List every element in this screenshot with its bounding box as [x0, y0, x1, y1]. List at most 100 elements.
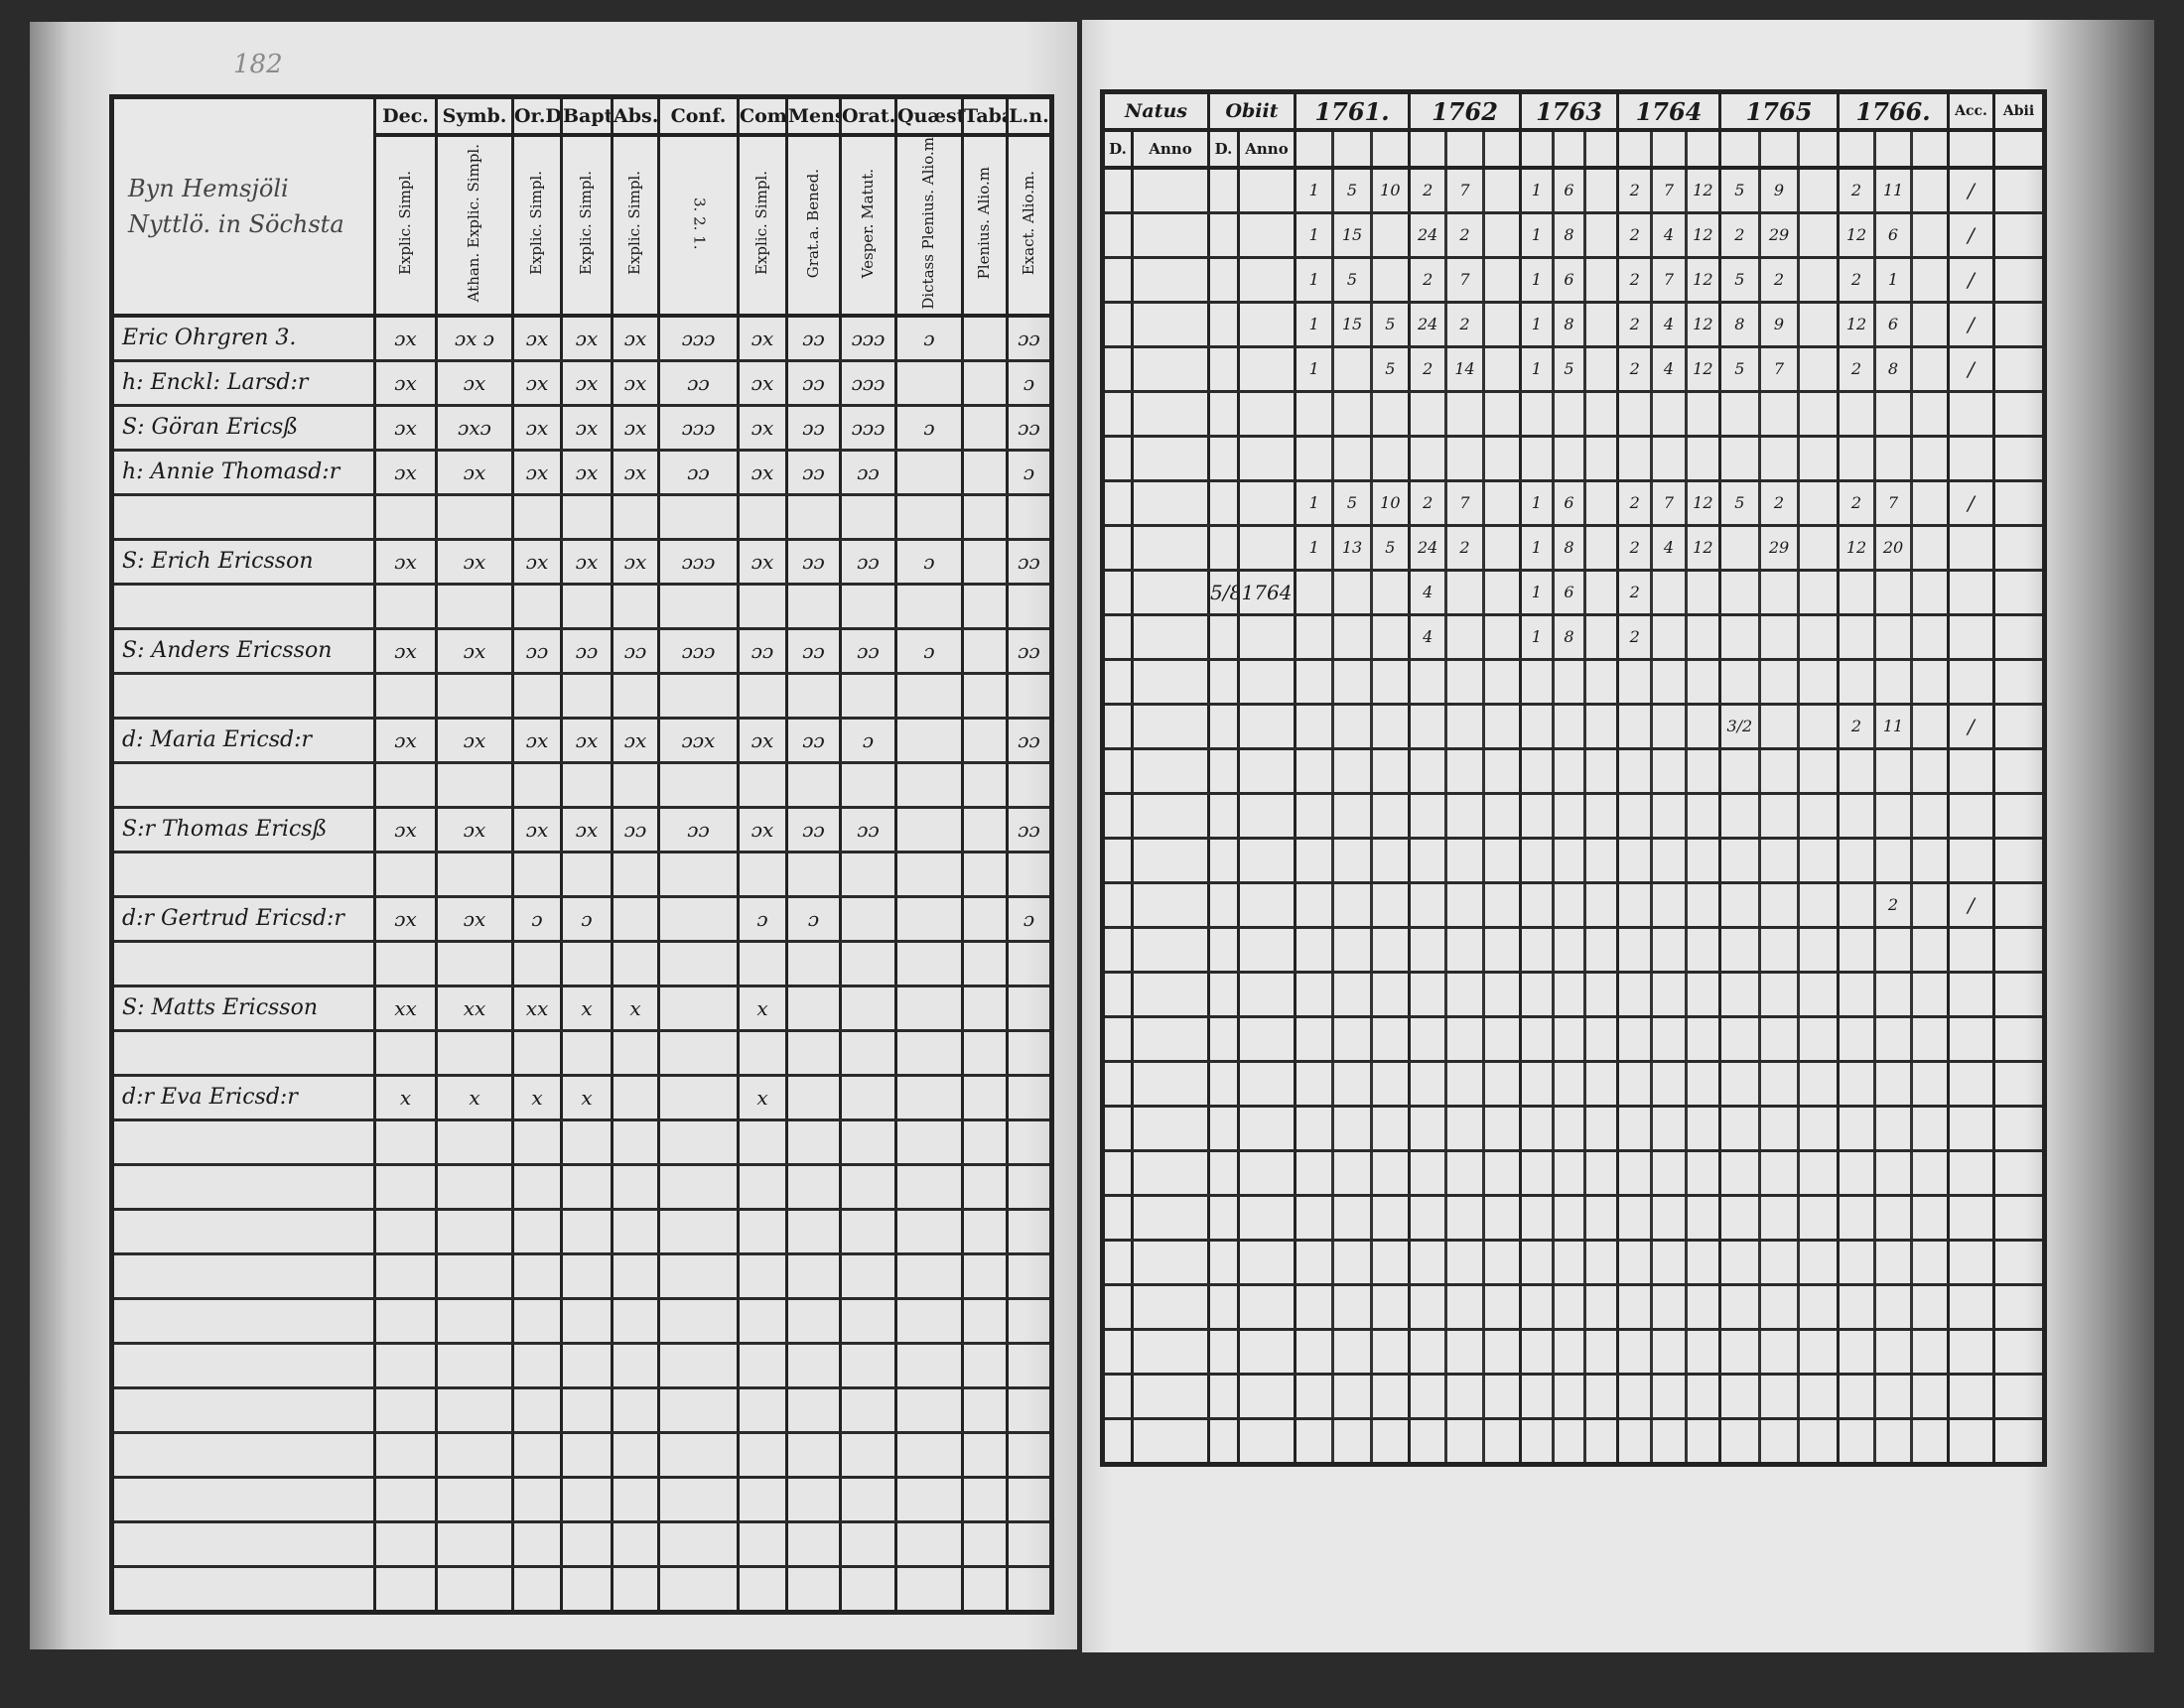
natus-anno	[1131, 704, 1210, 750]
obiit-anno	[1237, 1016, 1297, 1063]
year-entry	[1621, 1242, 1654, 1282]
year-entry	[1800, 1420, 1835, 1462]
exam-mark	[373, 1566, 438, 1614]
year-cell	[1408, 793, 1522, 840]
table-row: 2/	[1101, 882, 2046, 929]
year-entry	[1334, 1063, 1373, 1104]
year-entry	[1723, 1018, 1761, 1059]
year-entry: 4	[1653, 214, 1688, 255]
year-entry	[1842, 1108, 1876, 1148]
exam-mark: ɔx	[435, 718, 514, 764]
year-entry	[1555, 1331, 1587, 1372]
year-entry: 5	[1385, 359, 1396, 379]
year-entry: 1	[1298, 348, 1335, 389]
year-entry: 2	[1621, 482, 1654, 523]
year-entry	[1524, 438, 1555, 478]
exam-mark	[961, 315, 1009, 362]
year-entry	[1621, 929, 1654, 970]
year-entry	[1555, 1152, 1587, 1193]
year-entry	[1723, 1376, 1761, 1416]
exam-mark: ɔɔ	[611, 807, 660, 854]
year-entry	[1524, 661, 1555, 702]
exam-mark	[435, 673, 514, 720]
subcolumn-header	[1519, 130, 1619, 170]
year-entry	[1586, 572, 1614, 612]
year-entry: 6	[1876, 304, 1913, 344]
exam-mark: ɔɔ	[1006, 405, 1053, 452]
exam-mark	[961, 1387, 1009, 1434]
year-entry: 4	[1413, 616, 1448, 657]
abiit-mark	[1992, 168, 2046, 214]
year-entry	[1413, 661, 1448, 702]
exam-mark	[894, 1566, 964, 1614]
obiit-anno	[1237, 1150, 1297, 1197]
exam-mark	[785, 852, 842, 898]
exam-mark	[373, 1298, 438, 1345]
column-header: Quæst.	[894, 96, 964, 137]
year-entry	[1555, 1420, 1587, 1462]
exam-mark: ɔx	[373, 718, 438, 764]
exam-mark	[511, 584, 563, 630]
year-cell	[1616, 1016, 1721, 1063]
exam-mark	[839, 1387, 897, 1434]
year-entry	[1413, 1286, 1448, 1327]
year-entry	[1373, 1063, 1407, 1104]
year-entry	[1653, 750, 1688, 791]
natus-day	[1101, 168, 1134, 214]
exam-mark	[839, 941, 897, 987]
abiit-mark	[1992, 391, 2046, 438]
exam-mark: ɔɔ	[785, 450, 842, 496]
year-entry: 1	[1524, 214, 1555, 255]
exam-mark: ɔx	[373, 315, 438, 362]
year-entry	[1876, 750, 1913, 791]
exam-mark	[894, 1387, 964, 1434]
person-name: h: Annie Thomasd:r	[110, 450, 376, 496]
year-cell	[1718, 1284, 1840, 1331]
year-cell	[1294, 1329, 1411, 1376]
year-entry: 2	[1447, 527, 1485, 568]
year-cell	[1616, 391, 1721, 438]
year-entry	[1586, 304, 1614, 344]
year-cell: 2 29	[1718, 212, 1840, 259]
accessit-mark	[1947, 1150, 1995, 1197]
year-cell	[1616, 882, 1721, 929]
exam-mark: ɔx	[611, 315, 660, 362]
obiit-anno	[1237, 838, 1297, 884]
year-entry	[1913, 1376, 1946, 1416]
year-cell	[1408, 1195, 1522, 1242]
year-entry: 1	[1524, 259, 1555, 300]
exam-mark: ɔx	[511, 405, 563, 452]
year-entry	[1586, 1108, 1614, 1148]
year-entry	[1723, 1152, 1761, 1193]
exam-mark: ɔx	[611, 539, 660, 586]
year-cell	[1718, 1106, 1840, 1152]
year-entry: 2	[1621, 304, 1654, 344]
exam-mark: ɔx	[511, 539, 563, 586]
exam-mark	[657, 584, 740, 630]
exam-mark	[737, 1209, 788, 1255]
year-cell	[1294, 704, 1411, 750]
year-cell	[1837, 1195, 1950, 1242]
year-entry	[1800, 348, 1835, 389]
exam-mark	[961, 494, 1009, 541]
exam-mark	[961, 807, 1009, 854]
column-subheader-text: Explic. Simpl.	[395, 171, 414, 276]
exam-mark: x	[560, 985, 614, 1032]
year-entry: 8	[1555, 214, 1587, 255]
year-entry	[1876, 1286, 1913, 1327]
year-header-1764: 1764	[1616, 91, 1721, 132]
year-entry	[1447, 795, 1485, 836]
year-entry: 1	[1524, 304, 1555, 344]
exam-mark	[511, 1030, 563, 1077]
year-cell	[1718, 659, 1840, 706]
exam-mark	[611, 762, 660, 809]
year-cell	[1519, 748, 1619, 795]
year-entry	[1653, 1152, 1688, 1193]
year-entry: 10	[1380, 493, 1401, 513]
year-entry	[1653, 572, 1688, 612]
year-entry: 9	[1761, 170, 1801, 210]
natus-anno	[1131, 391, 1210, 438]
abiit-mark	[1992, 302, 2046, 348]
table-row: 1 5 2 14 1 5 2 4 12 5 7 2 8/	[1101, 346, 2046, 393]
